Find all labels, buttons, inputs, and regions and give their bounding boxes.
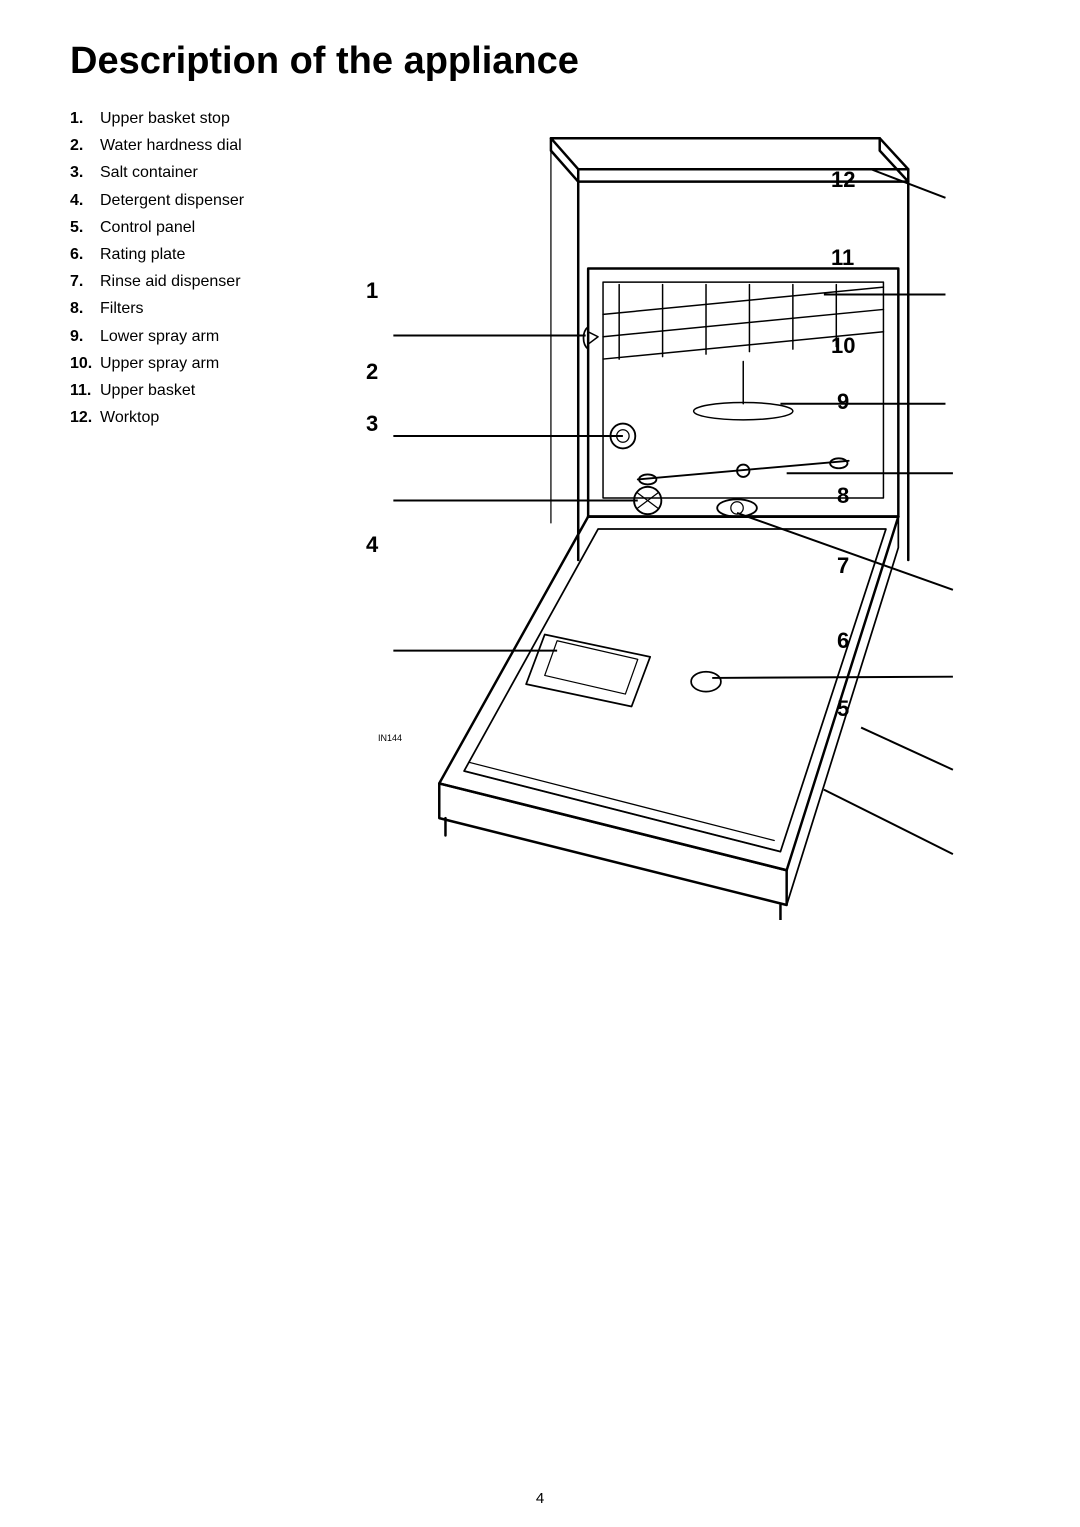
list-item: 12.Worktop	[70, 406, 340, 429]
page-number: 4	[0, 1490, 1080, 1507]
callout-5: 5	[837, 696, 849, 722]
callout-3: 3	[366, 411, 378, 437]
page-title: Description of the appliance	[70, 40, 1010, 83]
list-item-number: 12.	[70, 406, 100, 429]
list-item: 6.Rating plate	[70, 243, 340, 266]
list-item-label: Water hardness dial	[100, 134, 242, 157]
callout-12: 12	[831, 167, 855, 193]
callout-10: 10	[831, 333, 855, 359]
callout-2: 2	[366, 359, 378, 385]
list-item-label: Upper basket stop	[100, 107, 230, 130]
list-item-label: Control panel	[100, 216, 195, 239]
callout-9: 9	[837, 389, 849, 415]
list-item-label: Salt container	[100, 161, 198, 184]
list-item-label: Worktop	[100, 406, 159, 429]
list-item-number: 11.	[70, 379, 100, 402]
list-item: 1.Upper basket stop	[70, 107, 340, 130]
callout-4: 4	[366, 532, 378, 558]
list-item-number: 5.	[70, 216, 100, 239]
list-item-number: 2.	[70, 134, 100, 157]
list-item-label: Filters	[100, 297, 144, 320]
list-item-label: Rating plate	[100, 243, 185, 266]
list-item: 3.Salt container	[70, 161, 340, 184]
callout-6: 6	[837, 628, 849, 654]
list-item-label: Detergent dispenser	[100, 189, 244, 212]
list-item-number: 7.	[70, 270, 100, 293]
list-item-label: Rinse aid dispenser	[100, 270, 241, 293]
list-item: 9.Lower spray arm	[70, 325, 340, 348]
diagram: IN144 123456789101112	[340, 101, 1010, 920]
list-item: 7.Rinse aid dispenser	[70, 270, 340, 293]
list-item: 8.Filters	[70, 297, 340, 320]
list-item-label: Lower spray arm	[100, 325, 219, 348]
callout-8: 8	[837, 483, 849, 509]
list-item-number: 9.	[70, 325, 100, 348]
list-item: 4.Detergent dispenser	[70, 189, 340, 212]
list-item-number: 3.	[70, 161, 100, 184]
appliance-line-drawing	[340, 101, 1010, 920]
list-item: 11.Upper basket	[70, 379, 340, 402]
list-item: 10.Upper spray arm	[70, 352, 340, 375]
list-item-label: Upper spray arm	[100, 352, 219, 375]
callout-11: 11	[831, 245, 854, 271]
callout-7: 7	[837, 553, 849, 579]
figure-code: IN144	[378, 733, 402, 743]
list-item: 2.Water hardness dial	[70, 134, 340, 157]
list-item-number: 4.	[70, 189, 100, 212]
callout-1: 1	[366, 278, 378, 304]
list-item-number: 10.	[70, 352, 100, 375]
list-item-number: 8.	[70, 297, 100, 320]
list-item-number: 6.	[70, 243, 100, 266]
list-item: 5.Control panel	[70, 216, 340, 239]
parts-list: 1.Upper basket stop 2.Water hardness dia…	[70, 101, 340, 433]
list-item-label: Upper basket	[100, 379, 195, 402]
list-item-number: 1.	[70, 107, 100, 130]
